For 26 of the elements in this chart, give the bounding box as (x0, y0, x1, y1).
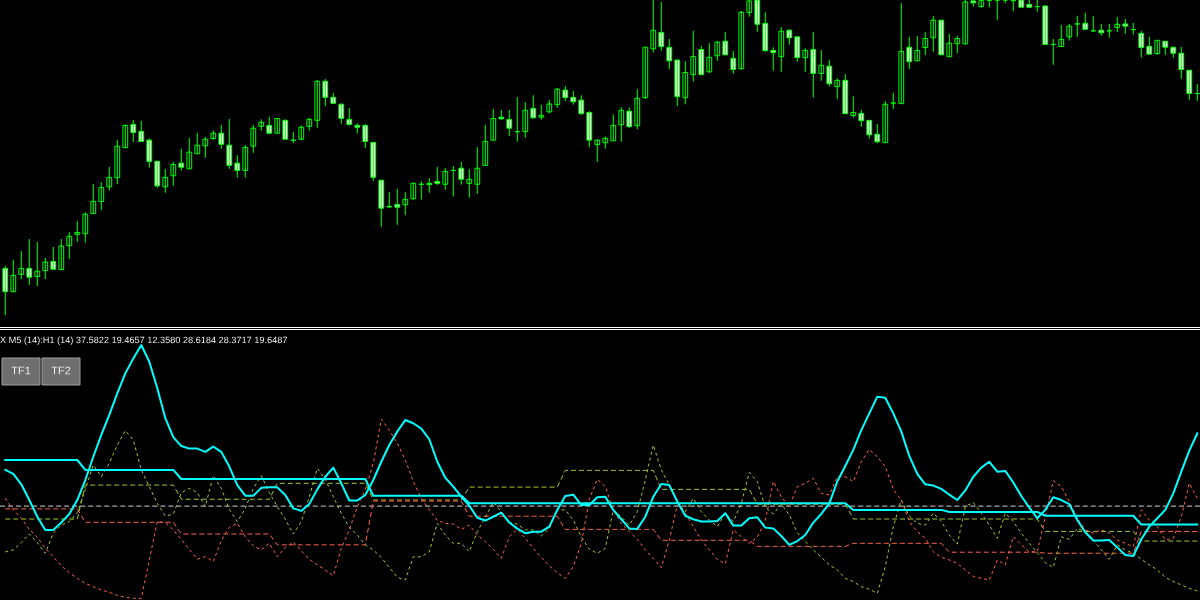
candlestick (938, 19, 945, 56)
candlestick (546, 99, 553, 114)
candlestick (386, 191, 393, 209)
candlestick (42, 257, 49, 280)
annotation: TF1 (11, 366, 31, 375)
candlestick (50, 246, 57, 270)
candlestick (970, 0, 977, 8)
candlestick (274, 117, 281, 134)
chart-title: X M5 (14):H1 (14) 37.5822 19.4657 12.3580 28.6184 28.3717 19.6487 (0, 336, 287, 345)
candlestick (538, 104, 545, 121)
candlestick (1146, 36, 1153, 55)
candlestick (330, 92, 337, 104)
annotation: TF2 (51, 366, 71, 375)
candlestick (1122, 18, 1129, 35)
candlestick (554, 87, 561, 109)
candlestick (562, 85, 569, 102)
candlestick (1082, 12, 1089, 30)
candlestick (74, 220, 81, 243)
candlestick (1066, 23, 1073, 42)
candlestick (394, 188, 401, 226)
candlestick (1018, 0, 1025, 8)
candlestick (266, 116, 273, 135)
candlestick (434, 166, 441, 186)
candlestick (1026, 0, 1033, 9)
candlestick (746, 0, 753, 18)
candlestick (354, 122, 361, 135)
